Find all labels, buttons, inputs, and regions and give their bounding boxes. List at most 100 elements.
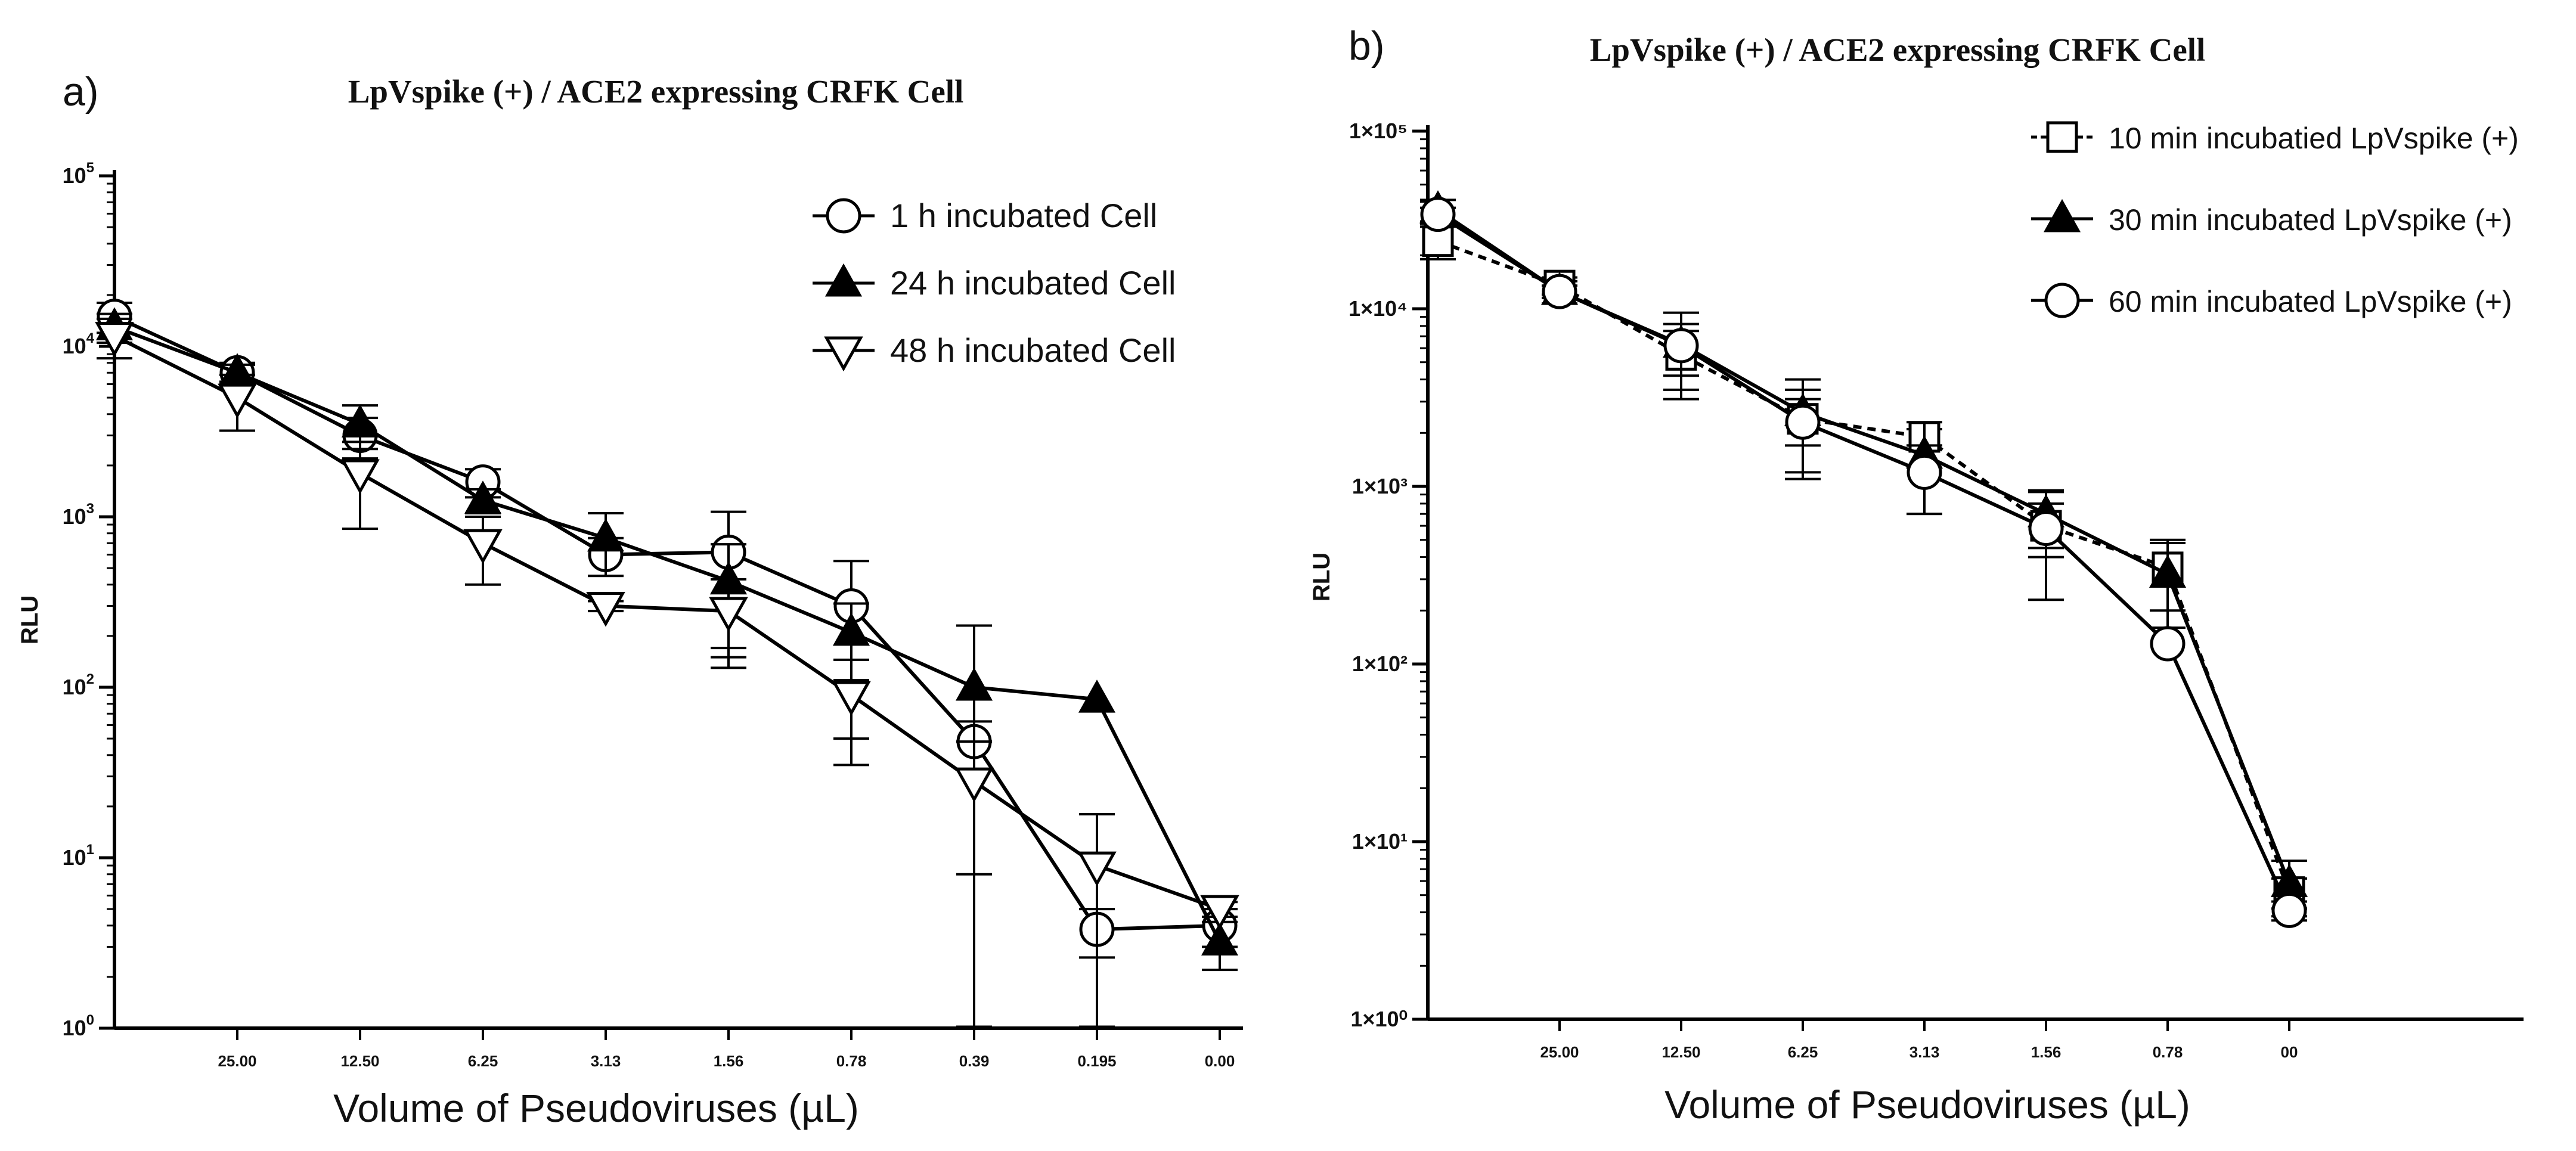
panel-b-plot-area: 1×10⁰ 1×10¹ 1×10² 1×10³ 1×10⁴ 1×10⁵ 25.00 12.50…	[1349, 119, 2524, 1061]
legend-label: 48 h incubated Cell	[890, 331, 1176, 369]
legend-marker	[2046, 121, 2078, 153]
legend-label: 10 min incubatied LpVspike (+)	[2109, 122, 2519, 155]
legend-label: 60 min incubated LpVspike (+)	[2109, 285, 2512, 318]
data-point	[341, 404, 379, 438]
y-tick-exponent: 1	[86, 842, 94, 858]
series-line	[1437, 213, 2291, 911]
legend-label: 1 h incubated Cell	[890, 197, 1157, 234]
data-point	[2149, 554, 2187, 588]
x-tick-label: 12.50	[340, 1052, 379, 1070]
x-tick-label: 25.00	[1540, 1043, 1579, 1061]
data-point	[2028, 510, 2064, 546]
panel-b-y-axis-label: RLU	[1309, 553, 1335, 601]
y-tick-label: 105	[63, 160, 94, 188]
x-tick-label: 0.78	[2153, 1043, 2183, 1061]
legend-marker	[2043, 198, 2081, 232]
y-tick-label: 1×10⁰	[1350, 1007, 1408, 1031]
series-line	[113, 325, 1222, 943]
data-point	[586, 592, 625, 627]
y-tick-label: 102	[63, 671, 94, 699]
series-line	[113, 334, 1221, 911]
series-line	[1437, 239, 2291, 893]
data-point	[464, 480, 502, 514]
x-tick-label: 0.00	[1205, 1052, 1235, 1070]
y-tick-label: 1×10¹	[1352, 829, 1408, 854]
legend-marker	[826, 198, 861, 234]
data-point	[1077, 851, 1117, 887]
panel-a-label: a)	[63, 69, 98, 114]
legend-marker	[2044, 283, 2080, 318]
x-tick-label: 0.39	[959, 1052, 990, 1070]
y-tick-label: 103	[63, 501, 94, 529]
data-point	[340, 459, 380, 495]
data-point	[1078, 680, 1116, 713]
data-point	[1200, 895, 1239, 930]
data-point	[954, 767, 994, 803]
legend: 10 min incubatied LpVspike (+) 30 min inc…	[2031, 121, 2519, 318]
panel-a-title: LpVspike (+) / ACE2 expressing CRFK Cell	[348, 73, 964, 110]
panel-a-x-axis-label: Volume of Pseudoviruses (µL)	[333, 1086, 859, 1130]
x-tick-label: 25.00	[218, 1052, 256, 1070]
data-point	[2271, 892, 2307, 928]
series-2	[95, 307, 1239, 1028]
legend-entry: 10 min incubatied LpVspike (+)	[2031, 121, 2519, 155]
data-point	[218, 383, 257, 419]
data-point	[1420, 197, 1456, 232]
y-tick-label: 1×10⁵	[1349, 119, 1408, 143]
series-3	[1420, 197, 2307, 928]
legend-entry: 24 h incubated Cell	[813, 263, 1176, 302]
legend-marker	[824, 336, 863, 372]
legend-label: 30 min incubated LpVspike (+)	[2109, 203, 2512, 237]
x-tick-label: 3.13	[1909, 1043, 1940, 1061]
data-point	[832, 612, 870, 646]
x-tick-label: 3.13	[591, 1052, 621, 1070]
data-point	[1785, 404, 1821, 440]
series-line	[113, 314, 1220, 932]
legend-entry: 60 min incubated LpVspike (+)	[2031, 283, 2512, 318]
y-tick-label: 1×10³	[1352, 474, 1408, 498]
data-point	[1663, 328, 1699, 364]
x-tick-label: 6.25	[1788, 1043, 1818, 1061]
legend-entry: 48 h incubated Cell	[813, 331, 1176, 372]
data-point	[1907, 454, 1942, 490]
y-tick-exponent: 2	[86, 671, 94, 687]
series-3	[95, 317, 1239, 1028]
x-tick-label: 00	[2281, 1043, 2298, 1061]
panel-b: b) LpVspike (+) / ACE2 expressing CRFK C…	[1309, 23, 2524, 1127]
data-point	[1422, 225, 1454, 257]
x-tick-label: 0.78	[836, 1052, 867, 1070]
legend-entry: 30 min incubated LpVspike (+)	[2031, 198, 2512, 237]
data-point	[1542, 274, 1577, 309]
y-tick-exponent: 3	[86, 501, 94, 517]
data-point	[2150, 626, 2186, 662]
y-tick-exponent: 5	[86, 160, 94, 176]
panel-b-label: b)	[1349, 23, 1384, 69]
data-point	[832, 681, 871, 716]
panel-a: a) LpVspike (+) / ACE2 expressing CRFK C…	[17, 69, 1243, 1130]
x-tick-label: 1.56	[2031, 1043, 2062, 1061]
panel-a-y-axis-label: RLU	[17, 595, 43, 644]
panel-b-title: LpVspike (+) / ACE2 expressing CRFK Cell	[1590, 32, 2206, 68]
data-point	[709, 597, 748, 632]
y-tick-label: 1×10⁴	[1349, 296, 1408, 321]
y-tick-label: 100	[63, 1012, 94, 1040]
data-point	[463, 529, 503, 564]
legend-marker	[824, 263, 863, 297]
series-1	[97, 299, 1238, 959]
x-tick-label: 12.50	[1661, 1043, 1700, 1061]
data-point	[1201, 922, 1239, 956]
x-tick-label: 0.195	[1077, 1052, 1116, 1070]
panel-b-x-axis-label: Volume of Pseudoviruses (µL)	[1664, 1082, 2190, 1127]
y-tick-label: 104	[63, 330, 95, 358]
y-tick-label: 1×10²	[1352, 651, 1408, 676]
x-tick-label: 1.56	[714, 1052, 744, 1070]
data-point	[955, 667, 993, 701]
y-tick-label: 101	[63, 842, 94, 870]
legend: 1 h incubated Cell 24 h incubated Cell 48 …	[813, 197, 1176, 372]
y-tick-exponent: 0	[86, 1012, 94, 1028]
legend-entry: 1 h incubated Cell	[813, 197, 1157, 234]
y-tick-exponent: 4	[86, 330, 95, 346]
legend-label: 24 h incubated Cell	[890, 264, 1176, 302]
